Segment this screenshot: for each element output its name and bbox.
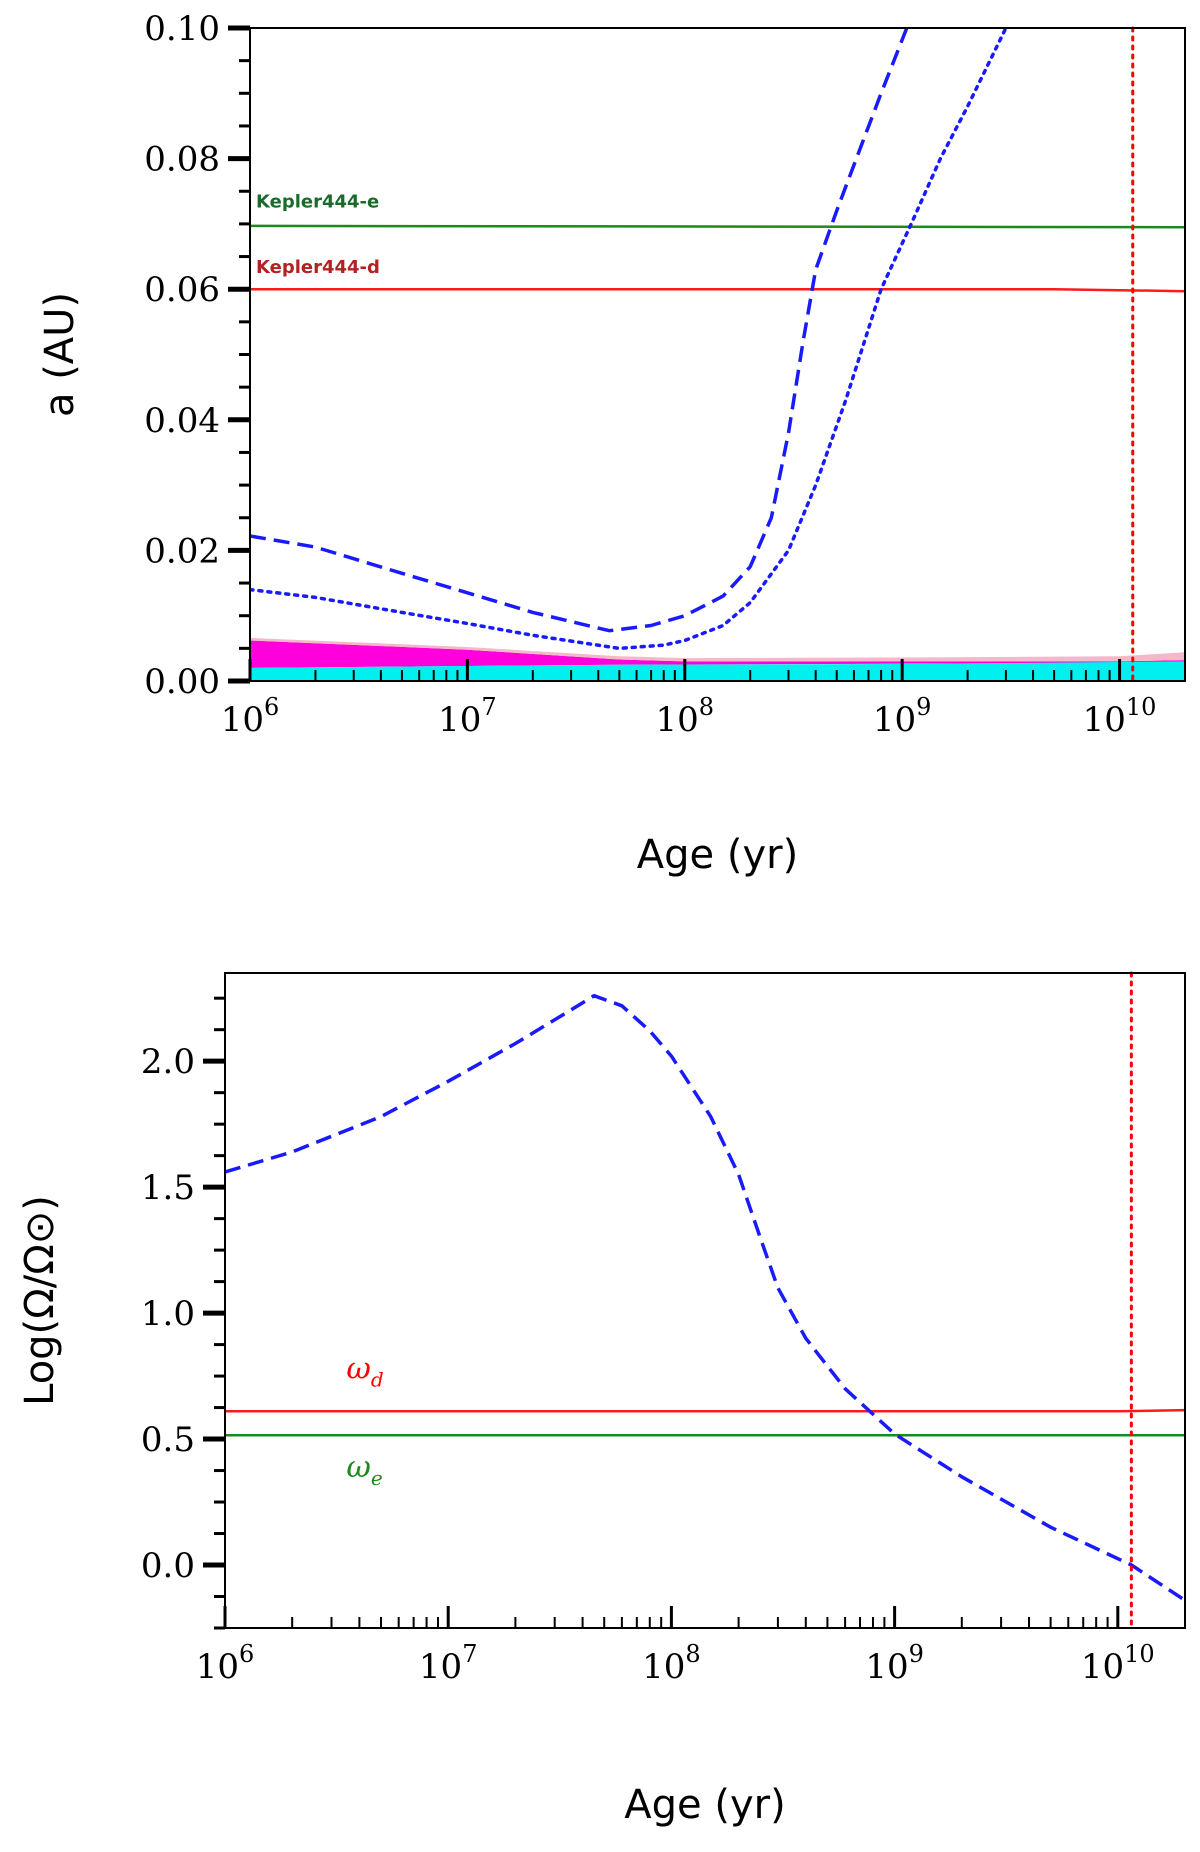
y-tick-label: 0.08 xyxy=(144,140,220,180)
bottom-panel: 106 107 108 109 1010 0.0 0.5 1.0 1.5 2.0 ωd ωe Ag… xyxy=(17,971,1186,1828)
x-tick-label: 106 xyxy=(196,1640,255,1687)
series-line-ω_d xyxy=(225,1408,1185,1413)
bottom-y-axis-label: Log(Ω/Ω⊙) xyxy=(17,1195,63,1406)
bottom-omega-labels: ωd ωe xyxy=(346,1352,383,1490)
band-magenta-zone xyxy=(250,640,1185,668)
y-tick-label: 0.04 xyxy=(144,401,220,441)
x-tick-label: 108 xyxy=(656,693,715,740)
omega-label: ωe xyxy=(346,1450,382,1490)
bottom-series xyxy=(225,993,1185,1602)
y-tick-label: 1.0 xyxy=(141,1294,195,1334)
y-tick-label: 0.5 xyxy=(141,1420,195,1460)
y-tick-label: 0.0 xyxy=(141,1546,195,1586)
x-tick-label: 106 xyxy=(221,693,280,740)
band-pink-zone xyxy=(250,637,1185,662)
series-line-Kepler444-d xyxy=(250,287,1185,293)
bottom-plot-frame xyxy=(224,972,1186,1629)
series-line-corotation-dotted xyxy=(250,28,1008,651)
omega-label: ωd xyxy=(346,1352,383,1392)
top-panel: 106 107 108 109 1010 0.00 0.02 0.04 0.06 0.08 0.1… xyxy=(37,9,1186,878)
x-tick-label: 107 xyxy=(438,693,497,740)
top-planet-labels: Kepler444-e Kepler444-d xyxy=(256,192,380,278)
top-x-ticks: 106 107 108 109 1010 xyxy=(221,659,1186,740)
y-tick-label: 0.02 xyxy=(144,531,220,571)
y-tick-label: 2.0 xyxy=(141,1042,195,1082)
x-tick-label: 107 xyxy=(419,1640,478,1687)
x-tick-label: 109 xyxy=(865,1640,924,1687)
top-x-axis-label: Age (yr) xyxy=(637,832,798,878)
planet-label: Kepler444-d xyxy=(256,257,380,278)
x-tick-label: 109 xyxy=(873,693,932,740)
series-line-star-rotation xyxy=(225,993,1185,1602)
planet-label: Kepler444-e xyxy=(256,192,379,213)
x-tick-label: 1010 xyxy=(1081,1640,1155,1687)
y-tick-label: 0.00 xyxy=(144,662,220,702)
y-tick-label: 0.06 xyxy=(144,270,220,310)
series-line-corotation-dashed xyxy=(250,28,909,633)
top-y-axis-label: a (AU) xyxy=(37,292,83,417)
y-tick-label: 0.10 xyxy=(144,9,220,49)
top-bands xyxy=(250,637,1185,681)
x-tick-label: 1010 xyxy=(1083,693,1157,740)
bottom-x-ticks: 106 107 108 109 1010 xyxy=(196,1606,1186,1687)
top-plot-frame xyxy=(249,27,1186,682)
bottom-x-axis-label: Age (yr) xyxy=(624,1782,785,1828)
top-series xyxy=(250,28,1185,651)
top-y-ticks: 0.00 0.02 0.04 0.06 0.08 0.10 xyxy=(144,9,250,702)
y-tick-label: 1.5 xyxy=(141,1168,195,1208)
x-tick-label: 108 xyxy=(642,1640,701,1687)
bottom-y-ticks: 0.0 0.5 1.0 1.5 2.0 xyxy=(141,996,225,1630)
series-line-Kepler444-e xyxy=(250,224,1185,229)
band-cyan-zone xyxy=(250,661,1185,681)
